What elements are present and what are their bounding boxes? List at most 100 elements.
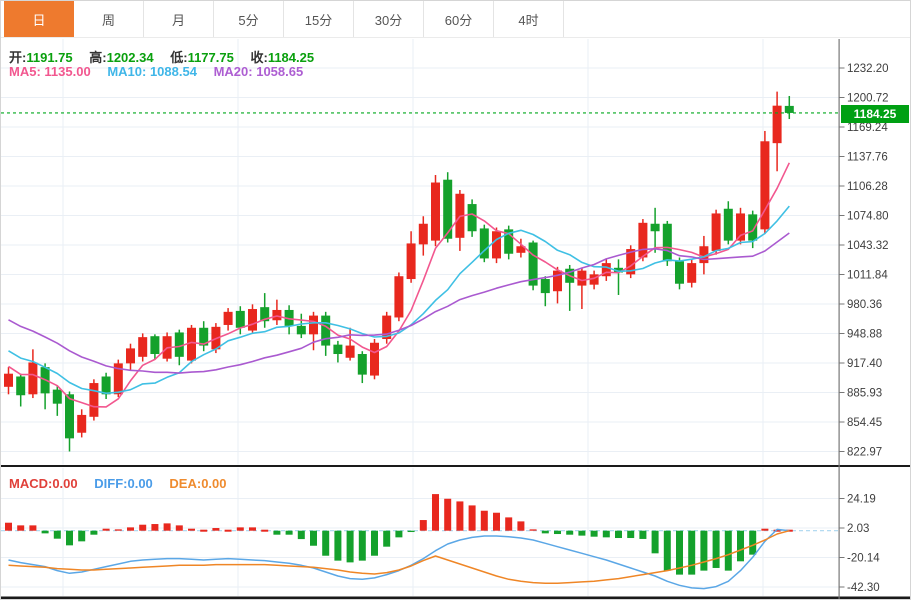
macd-bar	[163, 523, 171, 531]
macd-bar	[236, 527, 244, 531]
macd-bar	[249, 527, 256, 531]
macd-bar	[41, 530, 49, 534]
macd-bar	[127, 527, 134, 531]
macd-bar	[761, 528, 769, 531]
macd-bar	[493, 512, 500, 531]
tab-timeframe-7[interactable]: 4时	[494, 1, 564, 37]
macd-bar	[529, 529, 537, 531]
macd-value: 0.00	[52, 476, 78, 491]
macd-bar	[346, 530, 354, 563]
timeframe-toolbar: 日周月 5分 15分 30分 60分 4时	[1, 1, 910, 38]
macd-bar	[505, 517, 513, 531]
candle	[174, 332, 184, 357]
macd-bar	[310, 530, 317, 546]
tab-timeframe-5[interactable]: 30分	[354, 1, 424, 37]
macd-bar	[261, 529, 269, 532]
tab-timeframe-3[interactable]: 5分	[214, 1, 284, 37]
candle-wick	[568, 264, 571, 311]
candle	[577, 270, 587, 286]
candle	[199, 327, 209, 346]
candle	[687, 263, 697, 283]
candle	[748, 214, 758, 241]
ma10-value: 1088.54	[149, 64, 197, 79]
macd-bar	[66, 530, 73, 546]
candle	[638, 222, 648, 258]
macd-bar	[285, 530, 293, 535]
candle	[16, 376, 26, 396]
open-label: 开:	[9, 50, 27, 65]
macd-bar	[615, 530, 622, 539]
candle	[382, 315, 392, 340]
macd-bar	[639, 530, 647, 539]
axis-tick-label: 1169.24	[847, 122, 888, 134]
dea-line	[8, 529, 790, 585]
macd-bar	[139, 524, 147, 531]
ohlc-readout: 开:1191.75 高:1202.34 低:1177.75 收:1184.25	[9, 47, 314, 66]
panel-separator	[1, 465, 910, 467]
candle	[272, 309, 282, 321]
candle	[772, 105, 782, 144]
candle	[309, 315, 318, 335]
tab-timeframe-1[interactable]: 周	[74, 1, 144, 37]
candle	[479, 228, 489, 259]
axis-tick-label: 1232.20	[847, 63, 889, 75]
candle	[784, 105, 794, 113]
axis-tick-label: 1200.72	[847, 93, 889, 105]
axis-tick-label: 1106.28	[847, 181, 888, 193]
ma10-line	[8, 205, 790, 395]
candle	[650, 223, 660, 232]
candle	[101, 376, 111, 395]
axis-tick-label: 2.03	[847, 523, 869, 535]
macd-bar	[773, 529, 781, 532]
macd-bar	[5, 522, 12, 531]
candle	[528, 242, 538, 286]
candle	[260, 307, 270, 322]
macd-bar	[17, 525, 25, 531]
macd-bar	[688, 530, 696, 575]
candle	[77, 414, 87, 433]
candle	[333, 344, 343, 355]
candle	[418, 223, 428, 245]
ma5-value: 1135.00	[44, 64, 91, 79]
macd-bar	[590, 530, 598, 537]
macd-bar	[200, 529, 208, 532]
macd-bar	[724, 530, 732, 571]
diff-value: 0.00	[127, 476, 153, 491]
candle	[248, 309, 257, 331]
macd-bar	[334, 530, 342, 561]
macd-bar	[651, 530, 659, 554]
candle	[284, 309, 294, 326]
macd-bar	[395, 530, 403, 538]
macd-bar	[578, 530, 586, 536]
high-value: 1202.34	[106, 50, 154, 65]
macd-bar	[663, 530, 671, 571]
tab-timeframe-4[interactable]: 15分	[284, 1, 354, 37]
axis-tick-label: 854.45	[847, 417, 882, 429]
close-value: 1184.25	[267, 50, 315, 65]
candle	[321, 315, 331, 346]
candle	[357, 354, 367, 375]
diff-label: DIFF:	[94, 476, 128, 491]
candle-wick	[617, 259, 620, 295]
candle	[406, 243, 416, 280]
candle-wick	[349, 327, 351, 361]
y-axis-line	[838, 39, 840, 599]
axis-tick-label: 822.97	[847, 447, 882, 459]
macd-bar	[419, 520, 427, 531]
tab-timeframe-6[interactable]: 60分	[424, 1, 494, 37]
close-label: 收:	[250, 50, 268, 65]
tab-timeframe-0[interactable]: 日	[4, 1, 74, 37]
ma-readout: MA5: 1135.00 MA10: 1088.54 MA20: 1058.65	[9, 64, 303, 79]
axis-labels: 1232.20 1200.72 1169.24 1137.76 1106.28 1074.…	[839, 63, 889, 594]
bottom-border	[1, 596, 910, 599]
macd-bar	[407, 530, 415, 533]
candle	[760, 141, 770, 230]
macd-bar	[712, 530, 720, 568]
macd-bar	[480, 510, 488, 531]
candle	[736, 213, 745, 241]
candle	[394, 276, 404, 318]
tab-timeframe-2[interactable]: 月	[144, 1, 214, 37]
macd-bar	[102, 528, 110, 531]
macd-label: MACD:	[9, 476, 53, 491]
